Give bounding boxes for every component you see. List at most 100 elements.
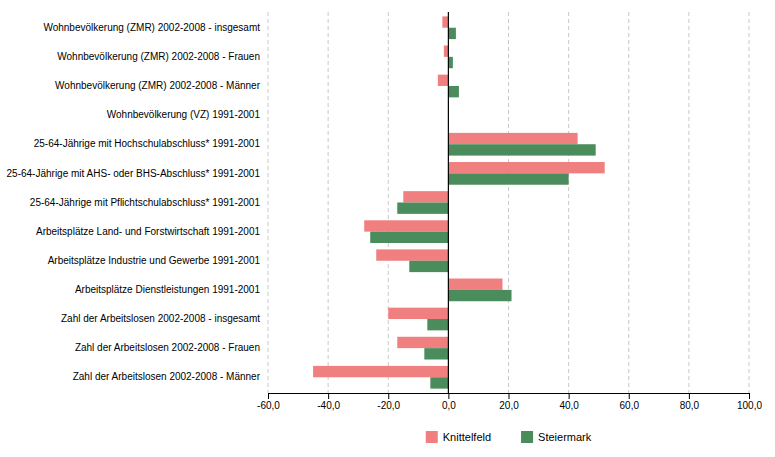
grid-line (328, 12, 329, 393)
grid-line (388, 12, 389, 393)
bar (397, 337, 448, 348)
bar (397, 203, 448, 214)
tick-label: Arbeitsplätze Dienstleistungen 1991-2001 (75, 284, 261, 295)
bar (448, 290, 511, 301)
grid-line (268, 12, 269, 393)
tick-label: 60,0 (620, 400, 640, 411)
tick-mark (328, 393, 329, 399)
tick: 25-64-Jährige mit Hochschulabschluss* 19… (34, 138, 261, 149)
y-axis: Wohnbevölkerung (ZMR) 2002-2008 - insges… (7, 22, 261, 383)
bar (424, 348, 448, 359)
bar (438, 75, 449, 86)
bar (430, 377, 448, 388)
tick: 40,0 (559, 393, 579, 411)
x-axis: -60,0 -40,0 -20,0 0,0 20,0 40,0 60,0 80,0 100,0 (257, 393, 762, 411)
grid-line (628, 12, 629, 393)
legend-item: Steiermark (521, 431, 592, 443)
bar (388, 308, 448, 319)
tick: 60,0 (620, 393, 640, 411)
bar (448, 28, 456, 39)
grid-line (508, 12, 509, 393)
bar (448, 57, 453, 68)
tick-mark (629, 393, 630, 399)
bar (370, 232, 448, 243)
tick: 80,0 (680, 393, 700, 411)
bar (442, 16, 448, 27)
bar (448, 162, 604, 173)
grid-line (749, 12, 750, 393)
tick-label: Arbeitsplätze Industrie und Gewerbe 1991… (48, 255, 261, 266)
tick: Zahl der Arbeitslosen 2002-2008 - Männer (73, 371, 261, 382)
tick: 100,0 (737, 393, 762, 411)
tick: -60,0 (257, 393, 280, 411)
tick: Zahl der Arbeitslosen 2002-2008 - Frauen (75, 342, 260, 353)
tick-label: Zahl der Arbeitslosen 2002-2008 - Frauen (75, 342, 260, 353)
tick-label: 25-64-Jährige mit AHS- oder BHS-Abschlus… (7, 168, 261, 179)
series (370, 28, 595, 389)
tick-label: 40,0 (559, 400, 579, 411)
legend-label: Knittelfeld (443, 431, 491, 443)
tick-mark (388, 393, 389, 399)
tick: Arbeitsplätze Land- und Forstwirtschaft … (36, 226, 260, 237)
tick-mark (689, 393, 690, 399)
tick: 25-64-Jährige mit Pflichtschulabschluss*… (30, 197, 261, 208)
tick: Wohnbevölkerung (ZMR) 2002-2008 - insges… (43, 22, 260, 33)
tick: Wohnbevölkerung (ZMR) 2002-2008 - Männer (55, 80, 261, 91)
zero-line (448, 12, 449, 393)
bars (313, 16, 605, 388)
grid-line (688, 12, 689, 393)
bar (448, 86, 459, 97)
chart: -60,0 -40,0 -20,0 0,0 20,0 40,0 60,0 80,0 100,0 W… (0, 0, 775, 457)
tick-label: -40,0 (317, 400, 340, 411)
tick-label: Arbeitsplätze Land- und Forstwirtschaft … (36, 226, 260, 237)
plot: -60,0 -40,0 -20,0 0,0 20,0 40,0 60,0 80,0 100,0 W… (7, 12, 763, 411)
tick-label: 25-64-Jährige mit Hochschulabschluss* 19… (34, 138, 261, 149)
bar (409, 261, 448, 272)
tick: 25-64-Jährige mit AHS- oder BHS-Abschlus… (7, 168, 261, 179)
legend-swatch (521, 431, 533, 443)
tick-label: Zahl der Arbeitslosen 2002-2008 - insges… (61, 313, 260, 324)
axis-line (269, 394, 750, 400)
tick-label: 25-64-Jährige mit Pflichtschulabschluss*… (30, 197, 261, 208)
tick: Wohnbevölkerung (ZMR) 2002-2008 - Frauen (57, 51, 260, 62)
tick-label: Zahl der Arbeitslosen 2002-2008 - Männer (73, 371, 261, 382)
tick-label: Wohnbevölkerung (ZMR) 2002-2008 - Frauen (57, 51, 260, 62)
tick: Zahl der Arbeitslosen 2002-2008 - insges… (61, 313, 260, 324)
bar (448, 173, 568, 184)
bar (448, 144, 595, 155)
bar (448, 279, 502, 290)
bar (444, 45, 449, 56)
tick-label: Wohnbevölkerung (ZMR) 2002-2008 - insges… (43, 22, 260, 33)
tick: 20,0 (499, 393, 519, 411)
tick-label: Wohnbevölkerung (ZMR) 2002-2008 - Männer (55, 80, 261, 91)
tick-mark (509, 393, 510, 399)
grid-line (568, 12, 569, 393)
tick-label: 0,0 (442, 400, 456, 411)
tick-mark (268, 393, 269, 399)
bar (427, 319, 448, 330)
tick: -20,0 (377, 393, 400, 411)
tick-label: -20,0 (377, 400, 400, 411)
legend-item: Knittelfeld (426, 431, 491, 443)
bar (448, 133, 577, 144)
tick: 0,0 (442, 393, 456, 411)
bar (313, 366, 448, 377)
legend-label: Steiermark (538, 431, 592, 443)
tick-mark (448, 393, 449, 399)
tick: Arbeitsplätze Dienstleistungen 1991-2001 (75, 284, 261, 295)
tick-mark (749, 393, 750, 399)
bar (376, 249, 448, 260)
tick-label: 100,0 (737, 400, 762, 411)
grid (268, 12, 749, 393)
tick-label: 20,0 (499, 400, 519, 411)
bar (403, 191, 448, 202)
legend: Knittelfeld Steiermark (426, 431, 592, 443)
tick-label: 80,0 (680, 400, 700, 411)
tick: Arbeitsplätze Industrie und Gewerbe 1991… (48, 255, 261, 266)
bar (364, 220, 448, 231)
tick-mark (569, 393, 570, 399)
tick: Wohnbevölkerung (VZ) 1991-2001 (107, 109, 261, 120)
tick-label: -60,0 (257, 400, 280, 411)
tick-label: Wohnbevölkerung (VZ) 1991-2001 (107, 109, 261, 120)
series (313, 16, 605, 377)
